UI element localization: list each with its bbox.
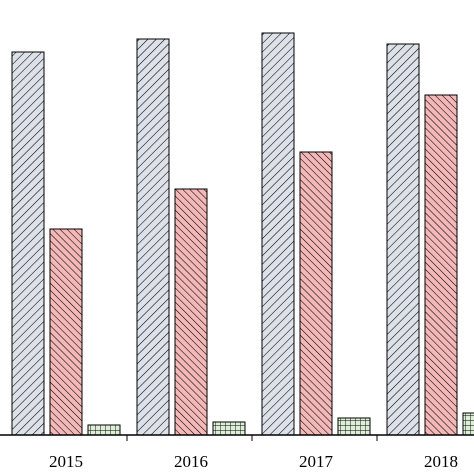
x-tick-label: 2017 bbox=[299, 452, 334, 471]
bar-hatch bbox=[87, 424, 121, 436]
bar-hatch bbox=[261, 32, 295, 436]
bar-hatch bbox=[424, 94, 458, 436]
bar-hatch bbox=[174, 188, 208, 436]
bar-hatch bbox=[49, 228, 83, 436]
bar-hatch bbox=[136, 38, 170, 436]
x-tick-label: 2015 bbox=[49, 452, 83, 471]
x-tick-label: 2018 bbox=[424, 452, 458, 471]
x-tick-label: 2016 bbox=[174, 452, 208, 471]
bar-hatch bbox=[337, 417, 371, 436]
bar-hatch bbox=[299, 151, 333, 436]
plot-area bbox=[11, 32, 474, 436]
bar-hatch bbox=[462, 412, 474, 436]
bar-hatch bbox=[11, 51, 45, 436]
bar-hatch bbox=[212, 421, 246, 436]
bar-hatch bbox=[386, 43, 420, 436]
